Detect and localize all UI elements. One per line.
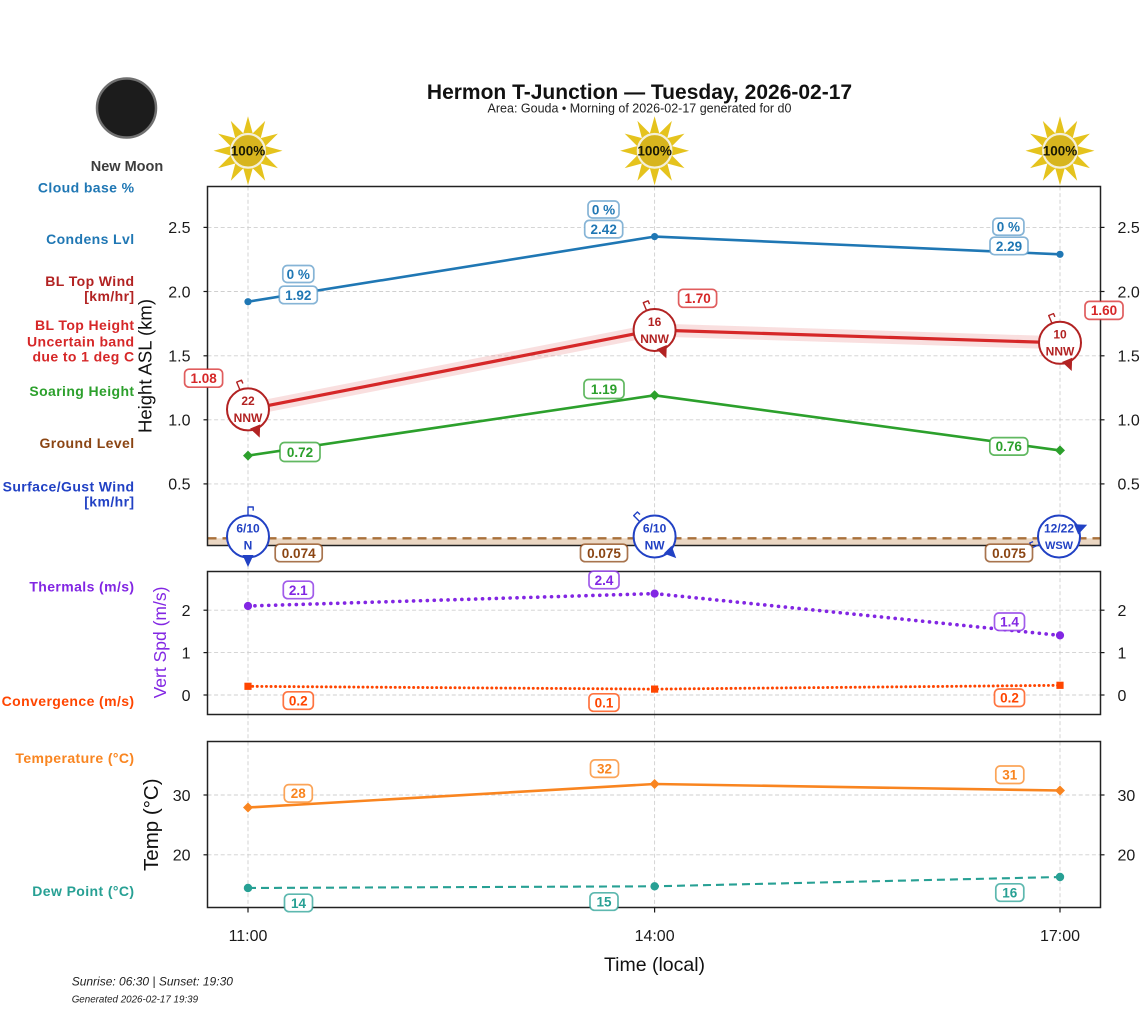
svg-text:N: N <box>244 538 253 552</box>
svg-text:16: 16 <box>648 315 662 329</box>
svg-text:20: 20 <box>173 848 191 865</box>
svg-text:0.2: 0.2 <box>1000 691 1019 706</box>
svg-text:0.074: 0.074 <box>282 546 316 561</box>
svg-text:12/22: 12/22 <box>1044 521 1074 535</box>
svg-text:WSW: WSW <box>1045 540 1074 552</box>
svg-text:Uncertain band: Uncertain band <box>27 333 135 349</box>
svg-text:Sunrise: 06:30 | Sunset: 19:30: Sunrise: 06:30 | Sunset: 19:30 <box>72 975 234 989</box>
svg-text:NNW: NNW <box>234 411 263 425</box>
svg-text:0.2: 0.2 <box>289 693 308 708</box>
svg-text:Generated 2026-02-17 19:39: Generated 2026-02-17 19:39 <box>72 995 199 1006</box>
svg-text:Cloud base %: Cloud base % <box>38 180 135 196</box>
svg-text:2.4: 2.4 <box>595 573 614 588</box>
svg-text:100%: 100% <box>637 144 672 159</box>
svg-text:10: 10 <box>1053 328 1067 342</box>
svg-text:31: 31 <box>1002 768 1018 783</box>
svg-text:BL Top Height: BL Top Height <box>35 317 135 333</box>
svg-text:Time (local): Time (local) <box>604 954 705 976</box>
svg-text:0.075: 0.075 <box>587 546 621 561</box>
svg-text:BL Top Wind: BL Top Wind <box>45 273 134 289</box>
svg-text:22: 22 <box>241 394 255 408</box>
svg-text:30: 30 <box>1118 788 1136 805</box>
svg-text:New Moon: New Moon <box>91 159 164 175</box>
svg-text:NW: NW <box>645 538 666 552</box>
svg-text:0.5: 0.5 <box>168 477 190 494</box>
svg-text:1.5: 1.5 <box>1118 349 1140 366</box>
svg-text:1: 1 <box>182 645 191 662</box>
svg-text:100%: 100% <box>1043 144 1078 159</box>
svg-text:Temperature (°C): Temperature (°C) <box>15 750 134 766</box>
svg-text:2.42: 2.42 <box>591 222 617 237</box>
svg-text:100%: 100% <box>231 144 266 159</box>
svg-text:0.5: 0.5 <box>1118 477 1140 494</box>
svg-text:0.76: 0.76 <box>996 439 1023 454</box>
svg-text:Convergence (m/s): Convergence (m/s) <box>2 693 135 709</box>
svg-text:[km/hr]: [km/hr] <box>84 494 134 510</box>
svg-text:2: 2 <box>182 603 191 620</box>
svg-text:1.19: 1.19 <box>591 382 617 397</box>
svg-text:14: 14 <box>291 896 307 911</box>
svg-text:NNW: NNW <box>640 332 669 346</box>
svg-text:2.5: 2.5 <box>168 220 190 237</box>
svg-text:1.4: 1.4 <box>1000 615 1019 630</box>
svg-text:1: 1 <box>1118 645 1127 662</box>
svg-text:Surface/Gust Wind: Surface/Gust Wind <box>3 479 135 495</box>
svg-text:20: 20 <box>1118 848 1136 865</box>
svg-text:0 %: 0 % <box>287 267 310 282</box>
svg-text:Vert Spd (m/s): Vert Spd (m/s) <box>150 587 170 699</box>
svg-text:1.60: 1.60 <box>1091 303 1117 318</box>
svg-text:2.1: 2.1 <box>289 583 308 598</box>
svg-text:1.0: 1.0 <box>1118 413 1140 430</box>
svg-text:1.92: 1.92 <box>285 288 311 303</box>
svg-text:Height ASL (km): Height ASL (km) <box>135 299 156 433</box>
svg-text:Hermon T-Junction — Tuesday, 2: Hermon T-Junction — Tuesday, 2026-02-17 <box>427 81 852 104</box>
svg-text:Area: Gouda • Morning of 2026-: Area: Gouda • Morning of 2026-02-17 gene… <box>488 102 792 116</box>
svg-text:0: 0 <box>182 688 191 705</box>
svg-text:6/10: 6/10 <box>236 521 260 535</box>
svg-text:due to 1 deg C: due to 1 deg C <box>32 349 134 365</box>
svg-text:Dew Point (°C): Dew Point (°C) <box>32 883 134 899</box>
svg-text:0.1: 0.1 <box>595 695 614 710</box>
svg-text:6/10: 6/10 <box>643 521 667 535</box>
svg-text:1.70: 1.70 <box>684 291 710 306</box>
svg-text:14:00: 14:00 <box>635 928 675 945</box>
svg-text:30: 30 <box>173 788 191 805</box>
svg-text:2.0: 2.0 <box>168 284 190 301</box>
svg-text:Thermals (m/s): Thermals (m/s) <box>29 579 134 595</box>
svg-text:0.72: 0.72 <box>287 445 313 460</box>
svg-text:0: 0 <box>1118 688 1127 705</box>
svg-text:11:00: 11:00 <box>229 928 268 945</box>
svg-text:0 %: 0 % <box>592 202 615 217</box>
svg-text:0.075: 0.075 <box>992 546 1026 561</box>
svg-text:2.5: 2.5 <box>1118 220 1140 237</box>
svg-text:Soaring Height: Soaring Height <box>29 383 134 399</box>
svg-text:1.0: 1.0 <box>168 413 190 430</box>
svg-text:Temp (°C): Temp (°C) <box>140 778 163 870</box>
svg-text:Condens Lvl: Condens Lvl <box>46 231 134 247</box>
svg-text:2: 2 <box>1118 603 1127 620</box>
svg-text:[km/hr]: [km/hr] <box>84 288 134 304</box>
svg-text:Ground Level: Ground Level <box>39 435 134 451</box>
svg-text:2.29: 2.29 <box>996 239 1022 254</box>
svg-text:2.0: 2.0 <box>1118 284 1140 301</box>
svg-text:1.5: 1.5 <box>168 349 190 366</box>
svg-text:28: 28 <box>291 786 307 801</box>
svg-text:15: 15 <box>596 894 612 909</box>
svg-text:16: 16 <box>1002 885 1018 900</box>
svg-text:17:00: 17:00 <box>1040 928 1080 945</box>
svg-text:1.08: 1.08 <box>190 371 217 386</box>
svg-text:32: 32 <box>597 761 612 776</box>
svg-text:NNW: NNW <box>1046 345 1075 359</box>
svg-text:0 %: 0 % <box>997 219 1020 234</box>
